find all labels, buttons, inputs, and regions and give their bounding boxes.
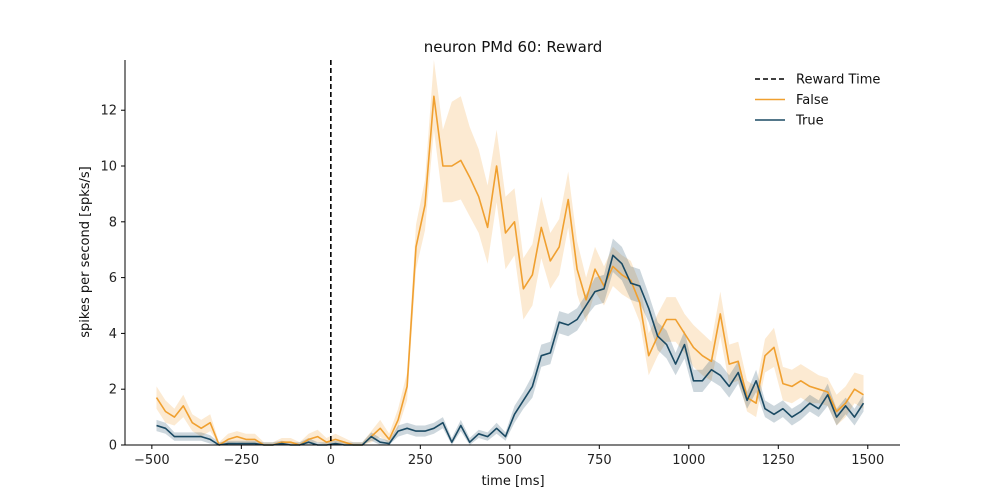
legend-label-false: False bbox=[796, 93, 829, 108]
y-tick-label: 4 bbox=[109, 327, 117, 342]
series-line-true bbox=[156, 254, 865, 446]
confidence-band-false bbox=[156, 60, 864, 445]
x-tick-label: 1250 bbox=[762, 453, 795, 468]
y-tick-label: 2 bbox=[109, 383, 117, 398]
legend-label-reward-time: Reward Time bbox=[796, 73, 880, 88]
x-tick-label: 250 bbox=[408, 453, 433, 468]
x-tick-label: 750 bbox=[587, 453, 612, 468]
series-lines bbox=[155, 95, 865, 446]
y-tick-label: 8 bbox=[109, 215, 117, 230]
chart-title: neuron PMd 60: Reward bbox=[424, 38, 603, 56]
x-tick-label: 1000 bbox=[672, 453, 705, 468]
y-tick-label: 0 bbox=[109, 439, 117, 454]
legend: Reward Time False True bbox=[755, 73, 880, 129]
series-line-false bbox=[155, 95, 864, 446]
y-tick-label: 12 bbox=[100, 104, 117, 119]
x-tick-label: −500 bbox=[134, 453, 170, 468]
confidence-bands bbox=[156, 60, 864, 445]
legend-label-true: True bbox=[795, 114, 824, 129]
x-tick-label: 0 bbox=[327, 453, 335, 468]
y-tick-label: 6 bbox=[109, 271, 117, 286]
x-tick-label: 500 bbox=[497, 453, 522, 468]
confidence-band-true bbox=[156, 238, 864, 445]
x-tick-label: −250 bbox=[223, 453, 259, 468]
y-tick-label: 10 bbox=[100, 160, 117, 175]
x-tick-label: 1500 bbox=[851, 453, 884, 468]
x-axis-label: time [ms] bbox=[481, 474, 544, 489]
y-axis-label: spikes per second [spks/s] bbox=[78, 166, 93, 337]
axes: −500 −250 0 250 500 750 1000 1250 1500 0 2 4 6 8 10 12 bbox=[100, 60, 900, 468]
